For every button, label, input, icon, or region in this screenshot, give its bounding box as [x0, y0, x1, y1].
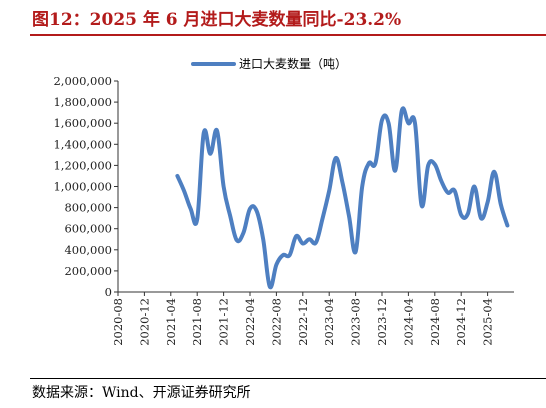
x-tick-label: 2020-08 — [111, 298, 125, 346]
chart-legend: 进口大麦数量（吨） — [191, 56, 347, 71]
x-axis: 2020-08 2020-12 2021-04 2021-08 2021-12 2022-… — [111, 291, 514, 346]
x-tick-label: 2021-12 — [217, 298, 231, 346]
y-tick-label: 1,800,000 — [53, 95, 112, 109]
x-tick-label: 2024-08 — [428, 298, 442, 346]
y-tick-label: 1,000,000 — [53, 180, 112, 194]
x-tick-label: 2024-12 — [454, 298, 468, 346]
x-tick-label: 2022-08 — [269, 298, 283, 346]
x-tick-label: 2023-04 — [322, 298, 336, 346]
x-tick-label: 2024-04 — [401, 298, 415, 346]
x-tick-label: 2021-08 — [190, 298, 204, 346]
x-tick-label: 2022-04 — [243, 298, 257, 346]
y-tick-label: 1,200,000 — [53, 158, 112, 172]
y-tick-label: 400,000 — [64, 243, 112, 257]
y-tick-label: 1,600,000 — [53, 116, 112, 130]
y-tick-label: 2,000,000 — [53, 74, 112, 88]
x-tick-label: 2021-04 — [164, 298, 178, 346]
figure-title: 图12：2025 年 6 月进口大麦数量同比-23.2% — [32, 10, 402, 30]
title-rule — [30, 34, 546, 36]
legend-label: 进口大麦数量（吨） — [239, 56, 347, 71]
y-tick-label: 0 — [105, 285, 112, 299]
source-rule — [30, 378, 546, 379]
line-chart: 进口大麦数量（吨） 0 200,000 400,000 600,000 800,000 1… — [53, 56, 514, 346]
x-tick-label: 2023-12 — [375, 298, 389, 346]
y-tick-label: 600,000 — [64, 222, 112, 236]
x-tick-label: 2025-04 — [481, 298, 495, 346]
x-tick-label: 2022-12 — [296, 298, 310, 346]
x-tick-label: 2020-12 — [137, 298, 151, 346]
x-tick-label: 2023-08 — [349, 298, 363, 346]
plot-area — [175, 106, 510, 290]
y-tick-label: 800,000 — [64, 201, 112, 215]
series-line-barley-imports — [175, 106, 510, 290]
y-tick-label: 200,000 — [64, 264, 112, 278]
y-axis: 0 200,000 400,000 600,000 800,000 1,000,000 1,… — [53, 74, 119, 299]
source-note: 数据来源：Wind、开源证券研究所 — [32, 385, 251, 401]
y-tick-label: 1,400,000 — [53, 137, 112, 151]
